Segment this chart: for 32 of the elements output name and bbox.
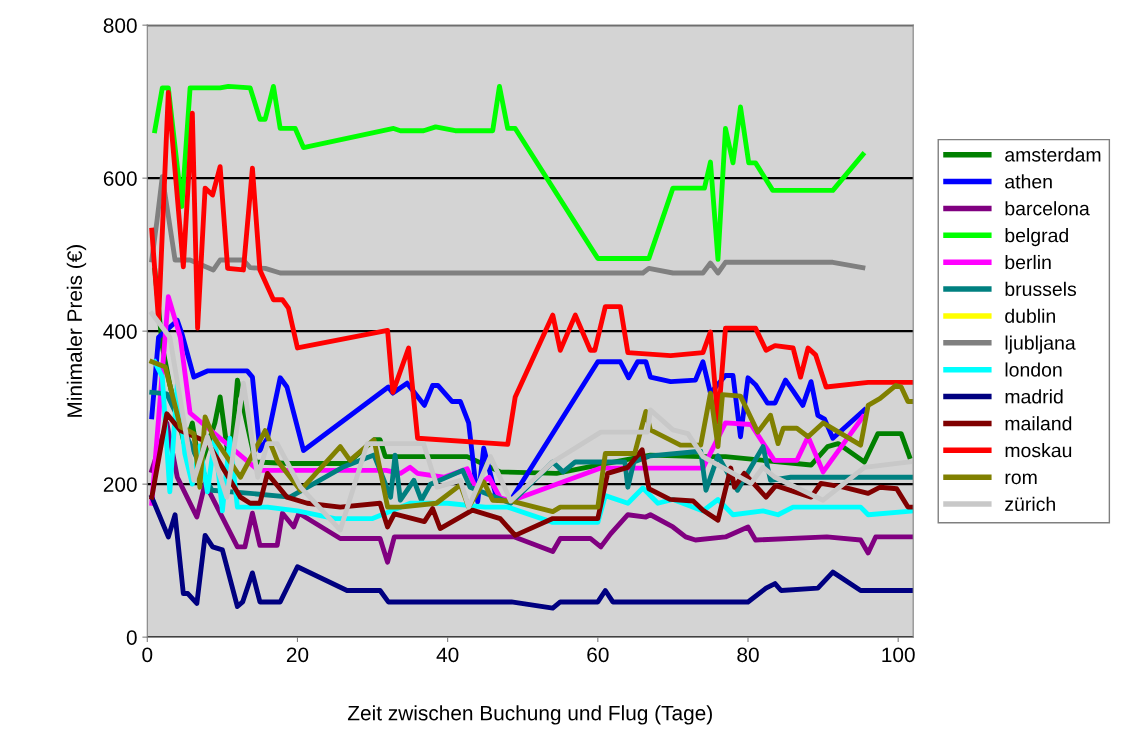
legend-label: madrid bbox=[1005, 389, 1063, 404]
y-tick-label: 400 bbox=[103, 324, 137, 339]
legend-label: ljubljana bbox=[1005, 335, 1076, 354]
line-series bbox=[149, 411, 914, 538]
x-tick-label: 80 bbox=[737, 647, 759, 663]
x-tick-label: 20 bbox=[286, 647, 309, 663]
legend-label: rom bbox=[1005, 473, 1037, 485]
x-axis-title: Zeit zwischen Buchung und Flug (Tage) bbox=[347, 705, 712, 725]
legend-label: moskau bbox=[1005, 443, 1072, 458]
legend-label: dublin bbox=[1005, 308, 1055, 323]
x-tick-label: 0 bbox=[142, 647, 153, 663]
legend-label: mailand bbox=[1005, 416, 1072, 431]
legend-label: belgrad bbox=[1005, 228, 1068, 247]
y-axis-title: Minimaler Preis (€) bbox=[66, 245, 87, 417]
x-tick-label: 100 bbox=[882, 647, 915, 663]
legend-label: berlin bbox=[1005, 254, 1051, 270]
line-series bbox=[149, 494, 914, 611]
legend-label: brussels bbox=[1005, 281, 1077, 297]
legend-label: london bbox=[1005, 362, 1062, 377]
legend-label: zürich bbox=[1005, 496, 1055, 512]
line-series bbox=[149, 90, 914, 447]
line-series bbox=[152, 83, 866, 262]
legend-label: athen bbox=[1005, 174, 1052, 189]
legend-label: barcelona bbox=[1005, 201, 1090, 216]
legend-label: amsterdam bbox=[1005, 147, 1101, 162]
x-tick-label: 60 bbox=[587, 647, 609, 663]
y-tick-label: 0 bbox=[126, 630, 137, 645]
y-tick-label: 800 bbox=[103, 18, 137, 33]
line-series bbox=[149, 420, 914, 565]
x-tick-label: 40 bbox=[436, 647, 459, 663]
y-tick-label: 200 bbox=[103, 477, 137, 492]
y-tick-label: 600 bbox=[103, 171, 137, 186]
